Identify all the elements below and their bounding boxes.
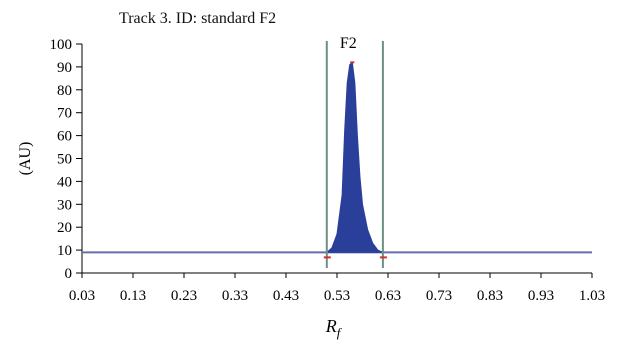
x-tick-label: 0.23 xyxy=(171,288,197,304)
peak-area xyxy=(325,61,384,253)
chart-title: Track 3. ID: standard F2 xyxy=(119,10,277,27)
x-tick-label: 0.03 xyxy=(69,288,95,304)
y-tick-label: 70 xyxy=(57,106,72,122)
x-tick-label: 0.93 xyxy=(528,288,554,304)
x-tick-label: 0.63 xyxy=(375,288,401,304)
y-axis-label: (AU) xyxy=(17,142,34,176)
y-tick-label: 80 xyxy=(57,83,72,99)
y-tick-label: 90 xyxy=(57,60,72,76)
y-tick-label: 10 xyxy=(57,243,72,259)
x-tick-label: 1.03 xyxy=(579,288,605,304)
y-tick-label: 100 xyxy=(50,37,73,53)
x-tick-label: 0.33 xyxy=(222,288,248,304)
x-tick-label: 0.53 xyxy=(324,288,350,304)
y-tick-label: 60 xyxy=(57,129,72,145)
x-tick-label: 0.13 xyxy=(120,288,146,304)
y-tick-label: 50 xyxy=(57,152,72,168)
x-tick-label: 0.73 xyxy=(426,288,452,304)
x-axis-label: Rf xyxy=(325,316,343,340)
y-tick-label: 30 xyxy=(57,197,72,213)
y-tick-label: 0 xyxy=(65,266,73,282)
x-tick-label: 0.43 xyxy=(273,288,299,304)
y-tick-label: 40 xyxy=(57,174,72,190)
y-tick-label: 20 xyxy=(57,220,72,236)
peak-label: F2 xyxy=(340,35,357,52)
x-tick-label: 0.83 xyxy=(477,288,503,304)
